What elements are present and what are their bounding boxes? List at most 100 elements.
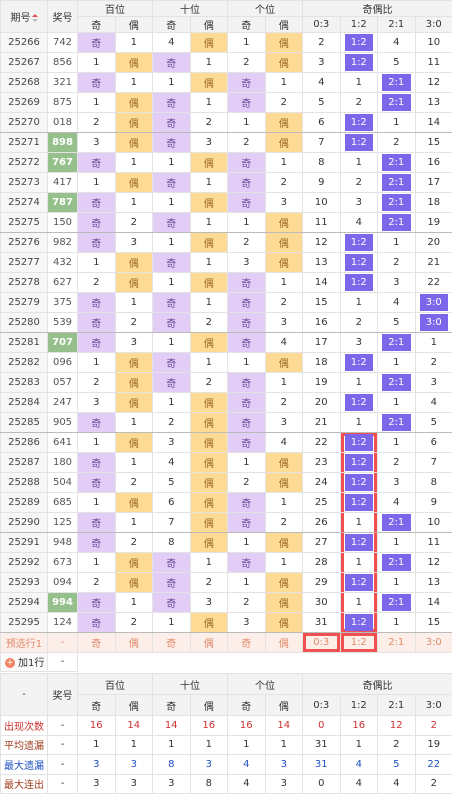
parity-cell: 1: [189, 292, 228, 313]
ratio-hit: 1:2: [344, 494, 373, 511]
parity-cell: 偶: [114, 432, 153, 453]
ratio-cell: 19: [302, 372, 341, 393]
draw-row: 25275 150 奇 2 奇 1 1 偶 11 4 2:1 19: [0, 212, 452, 233]
parity-cell: 6: [152, 492, 191, 513]
ratio-cell: 11: [302, 212, 341, 233]
ratio-cell: 11: [414, 52, 452, 73]
winning-number: 875: [47, 92, 78, 113]
parity-cell: 奇: [152, 312, 191, 333]
preselect-cell[interactable]: 3:0: [414, 632, 452, 653]
sub-header: 3:0: [414, 16, 452, 33]
parity-cell: 偶: [114, 352, 153, 373]
stats-value: 16: [339, 715, 378, 736]
draw-row: 25272 767 奇 1 1 偶奇 1 8 1 2:1 16: [0, 152, 452, 173]
parity-cell: 1: [152, 192, 191, 213]
preselect-cell[interactable]: 奇: [227, 632, 266, 653]
parity-cell: 2: [227, 232, 266, 253]
ratio-cell: 1:2: [339, 392, 378, 413]
winning-number: 125: [47, 512, 78, 533]
parity-cell: 1: [114, 192, 153, 213]
parity-cell: 偶: [264, 532, 303, 553]
parity-cell: 奇: [77, 612, 116, 633]
parity-cell: 偶: [114, 272, 153, 293]
parity-cell: 偶: [189, 232, 228, 253]
preselect-cell[interactable]: 2:1: [377, 632, 416, 653]
preselect-cell[interactable]: 0:3: [302, 632, 341, 653]
preselect-cell[interactable]: 1:2: [339, 632, 378, 653]
stats-value: 3: [264, 773, 303, 794]
parity-cell: 1: [152, 72, 191, 93]
ratio-cell: 3: [377, 272, 416, 293]
stats-label: 最大连出: [0, 773, 48, 794]
preselect-cell[interactable]: 偶: [114, 632, 153, 653]
parity-cell: 2: [227, 52, 266, 73]
parity-cell: 1: [227, 452, 266, 473]
parity-cell: 1: [152, 392, 191, 413]
stats-value: 3: [189, 754, 228, 775]
ratio-cell: 27: [302, 532, 341, 553]
ratio-cell: 31: [302, 612, 341, 633]
winning-number: 707: [47, 332, 78, 353]
number-header: 奖号: [47, 673, 78, 716]
sort-icon[interactable]: [31, 14, 38, 22]
parity-cell: 1: [77, 52, 116, 73]
parity-cell: 3: [152, 432, 191, 453]
parity-cell: 奇: [77, 72, 116, 93]
ratio-cell: 2:1: [377, 172, 416, 193]
parity-cell: 2: [189, 112, 228, 133]
parity-cell: 奇: [227, 312, 266, 333]
draw-row: 25282 096 1 偶奇 1 1 偶 18 1:2 1 2: [0, 352, 452, 373]
group-header: 个位: [227, 0, 303, 17]
parity-cell: 2: [189, 372, 228, 393]
period: 25289: [0, 492, 48, 513]
parity-cell: 奇: [152, 372, 191, 393]
sub-header: 偶: [189, 16, 228, 33]
ratio-hit: 2:1: [382, 414, 411, 431]
parity-cell: 奇: [77, 312, 116, 333]
stats-value: 4: [227, 754, 266, 775]
ratio-cell: 25: [302, 492, 341, 513]
sub-header: 奇: [77, 16, 116, 33]
ratio-hit: 1:2: [344, 614, 373, 631]
preselect-cell[interactable]: 奇: [152, 632, 191, 653]
draw-row: 25276 982 奇 3 1 偶 2 偶 12 1:2 1 20: [0, 232, 452, 253]
trend-table: 期号 奖号 百位 十位 个位 奇偶比奇偶奇偶奇偶 0:3 1:2 2:1 3:0 25266 742…: [0, 0, 452, 672]
ratio-cell: 10: [302, 192, 341, 213]
group-header: 奇偶比: [302, 0, 452, 17]
ratio-cell: 1: [339, 512, 378, 533]
ratio-cell: 15: [414, 132, 452, 153]
parity-cell: 偶: [114, 392, 153, 413]
parity-cell: 奇: [227, 552, 266, 573]
parity-cell: 5: [152, 472, 191, 493]
stats-table: - 奖号 百位 十位 个位 奇偶比奇偶奇偶奇偶 0:3 1:2 2:1 3:0 出现次数 -16 14…: [0, 673, 452, 794]
add-row-button[interactable]: + 加1行: [0, 651, 48, 672]
sub-header: 偶: [264, 694, 303, 716]
period-header: 期号: [0, 0, 48, 33]
preselect-cell[interactable]: 偶: [264, 632, 303, 653]
winning-number: 673: [47, 552, 78, 573]
ratio-hit: 1:2: [344, 394, 373, 411]
stats-value: 8: [152, 754, 191, 775]
parity-cell: 偶: [264, 592, 303, 613]
draw-row: 25293 094 2 偶奇 2 1 偶 29 1:2 1 13: [0, 572, 452, 593]
preselect-cell[interactable]: 偶: [189, 632, 228, 653]
stats-row: 平均遗漏 -1 1 1 1 1 1 31 1 2 19: [0, 734, 452, 755]
draw-row: 25283 057 2 偶奇 2 奇 1 19 1 2:1 3: [0, 372, 452, 393]
stats-value: 31: [302, 734, 341, 755]
table-header: 期号 奖号 百位 十位 个位 奇偶比奇偶奇偶奇偶 0:3 1:2 2:1 3:0: [0, 0, 452, 33]
stats-label: 最大遗漏: [0, 754, 48, 775]
ratio-cell: 2: [377, 252, 416, 273]
ratio-cell: 17: [414, 172, 452, 193]
period: 25283: [0, 372, 48, 393]
winning-number: 856: [47, 52, 78, 73]
parity-cell: 偶: [189, 432, 228, 453]
draw-row: 25285 905 奇 1 2 偶奇 3 21 1 2:1 5: [0, 412, 452, 433]
period: 25288: [0, 472, 48, 493]
parity-cell: 2: [227, 472, 266, 493]
preselect-cell[interactable]: 奇: [77, 632, 116, 653]
parity-cell: 2: [77, 372, 116, 393]
parity-cell: 1: [114, 452, 153, 473]
parity-cell: 1: [152, 272, 191, 293]
winning-number: 018: [47, 112, 78, 133]
period: 25270: [0, 112, 48, 133]
